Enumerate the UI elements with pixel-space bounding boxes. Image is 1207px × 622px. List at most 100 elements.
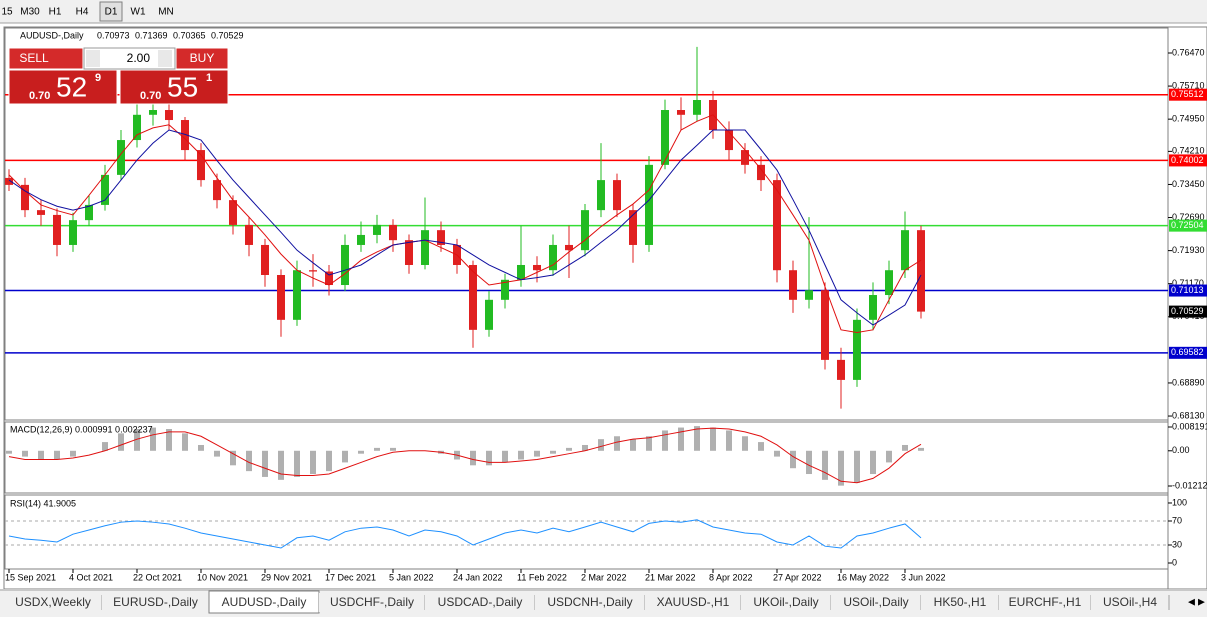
macd-bar — [502, 450, 508, 463]
x-tick-label: 27 Apr 2022 — [773, 572, 822, 582]
macd-bar — [230, 450, 236, 466]
x-tick-label: 22 Oct 2021 — [133, 572, 182, 582]
macd-bar — [262, 450, 268, 477]
macd-bar — [550, 450, 556, 454]
candle-body — [757, 164, 765, 181]
chart-tab[interactable] — [999, 593, 1091, 612]
macd-bar — [758, 442, 764, 451]
timeframe-button[interactable] — [45, 2, 65, 21]
macd-bar — [614, 436, 620, 451]
tab-label: USOil-,Daily — [843, 595, 908, 609]
buy-button[interactable] — [175, 47, 229, 70]
candle-body — [117, 140, 125, 175]
chart-tab[interactable] — [741, 593, 831, 612]
candle-body — [421, 230, 429, 265]
chart-tab[interactable] — [831, 593, 921, 612]
x-tick-label: 4 Oct 2021 — [69, 572, 113, 582]
tab-label: AUDUSD-,Daily — [222, 595, 307, 609]
price-box[interactable] — [8, 69, 118, 105]
x-tick-label: 24 Jan 2022 — [453, 572, 503, 582]
price-big: 52 — [56, 71, 87, 102]
candle-body — [469, 264, 477, 330]
chart-tab[interactable] — [425, 593, 535, 612]
candle-body — [901, 230, 909, 271]
spin-down[interactable] — [86, 50, 100, 67]
candle-body — [773, 180, 781, 271]
chart-tab[interactable] — [535, 593, 645, 612]
x-tick-label: 16 May 2022 — [837, 572, 889, 582]
macd-bar — [390, 447, 396, 451]
timeframe-label: M30 — [20, 7, 40, 18]
moving-average — [8, 129, 922, 326]
y-tick-label: 0.73450 — [1172, 179, 1205, 189]
indicator-title: RSI(14) 41.9005 — [10, 498, 76, 508]
chart-tab[interactable] — [102, 593, 209, 612]
price-prefix: 0.70 — [29, 90, 50, 102]
candle-body — [597, 180, 605, 211]
chart-title: AUDUSD-,Daily — [20, 30, 84, 40]
candle-body — [677, 110, 685, 115]
x-tick-label: 21 Mar 2022 — [645, 572, 696, 582]
timeframe-label: D1 — [105, 7, 118, 18]
y-tick-label: 0 — [1172, 557, 1177, 567]
candle-body — [293, 270, 301, 320]
chart-tab[interactable] — [1091, 593, 1169, 612]
chart-tab[interactable] — [921, 593, 999, 612]
macd-bar — [918, 447, 924, 451]
macd-bar — [726, 430, 732, 451]
candle-body — [165, 110, 173, 121]
macd-bar — [534, 450, 540, 457]
spin-up[interactable] — [158, 50, 172, 67]
tab-label: USDCAD-,Daily — [438, 595, 523, 609]
macd-bar — [198, 444, 204, 451]
sell-button[interactable] — [8, 47, 84, 70]
x-tick-label: 5 Jan 2022 — [389, 572, 434, 582]
candle-body — [485, 299, 493, 330]
macd-bar — [902, 444, 908, 451]
x-tick-label: 11 Feb 2022 — [517, 572, 567, 582]
candle-body — [549, 244, 557, 271]
tab-label: USDCNH-,Daily — [547, 595, 632, 609]
candle-body — [197, 150, 205, 181]
x-tick-label: 10 Nov 2021 — [197, 572, 248, 582]
chart-tab[interactable] — [645, 593, 741, 612]
candle-body — [21, 184, 29, 211]
candle-body — [741, 150, 749, 165]
timeframe-button[interactable] — [0, 2, 14, 21]
price-box[interactable] — [119, 69, 229, 105]
timeframe-button[interactable] — [18, 2, 42, 21]
candle-body — [181, 120, 189, 151]
candle-body — [261, 244, 269, 275]
x-tick-label: 15 Sep 2021 — [5, 572, 56, 582]
macd-bar — [134, 429, 140, 451]
timeframe-button[interactable] — [155, 2, 177, 21]
macd-bar — [22, 450, 28, 457]
chart-tab[interactable] — [4, 593, 102, 612]
macd-bar — [214, 450, 220, 457]
x-tick-label: 29 Nov 2021 — [261, 572, 312, 582]
candle-body — [869, 295, 877, 320]
y-tick-label: 0.68130 — [1172, 410, 1205, 420]
macd-bar — [70, 450, 76, 457]
price-small: 9 — [95, 72, 101, 84]
y-tick-label: 0.00 — [1172, 445, 1190, 455]
macd-bar — [598, 439, 604, 451]
timeframe-label: 15 — [1, 7, 13, 18]
level-label: 0.75512 — [1171, 89, 1204, 99]
level-label: 0.74002 — [1171, 155, 1204, 165]
y-tick-label: 100 — [1172, 497, 1187, 507]
candle-body — [229, 200, 237, 225]
macd-bar — [774, 450, 780, 457]
timeframe-button[interactable] — [72, 2, 92, 21]
candle-body — [821, 290, 829, 360]
timeframe-button[interactable] — [99, 1, 123, 22]
candle-body — [325, 271, 333, 286]
candle-body — [37, 210, 45, 215]
volume-box[interactable] — [83, 47, 176, 70]
timeframe-button[interactable] — [128, 2, 148, 21]
x-tick-label: 3 Jun 2022 — [901, 572, 946, 582]
tab-label: UKOil-,Daily — [753, 595, 818, 609]
chart-tab[interactable] — [319, 593, 425, 612]
candle-body — [885, 270, 893, 296]
